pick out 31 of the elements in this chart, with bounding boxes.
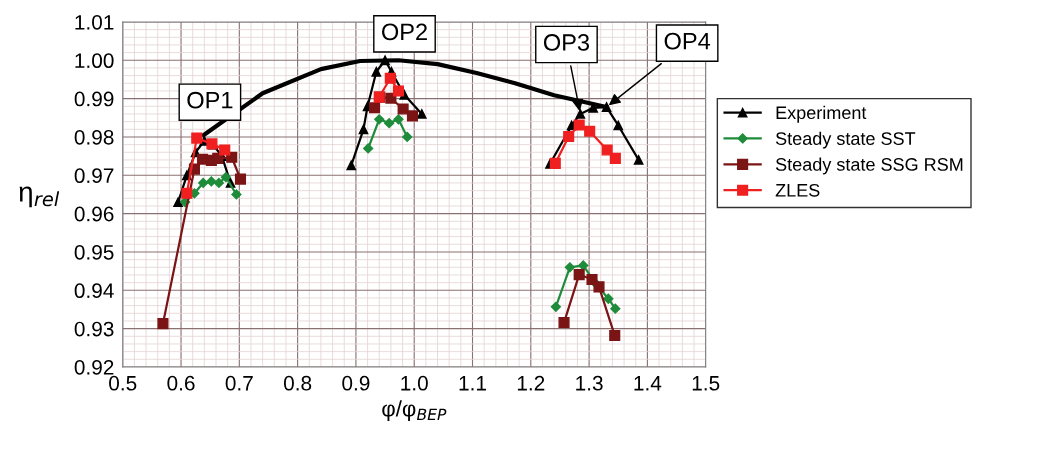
legend-label: Steady state SSG RSM	[775, 157, 963, 175]
y-tick-label: 0.94	[74, 283, 114, 299]
legend-label: Steady state SST	[775, 131, 916, 149]
y-tick-label: 0.97	[74, 168, 114, 184]
y-tick-label: 0.92	[74, 359, 114, 375]
y-tick-label: 1.01	[75, 14, 114, 30]
x-tick-label: 1.4	[634, 376, 662, 391]
annotation: OP4	[664, 32, 711, 50]
y-axis-title: η$_{rel}$	[19, 186, 60, 208]
y-tick-label: 1.00	[75, 53, 114, 69]
x-tick-label: 1.2	[517, 375, 545, 391]
x-tick-label: 0.6	[167, 375, 195, 391]
x-tick-label: 0.8	[283, 375, 312, 391]
x-tick-label: 1.1	[459, 376, 486, 391]
legend-label: Experiment	[776, 105, 867, 123]
x-tick-label: 1.3	[576, 375, 603, 391]
y-tick-label: 0.96	[74, 206, 114, 222]
annotation: OP2	[382, 23, 427, 41]
legend-label: ZLES	[775, 183, 820, 197]
x-tick-label: 0.5	[109, 375, 137, 391]
x-axis-title: φ/φ$_{BEP}$	[382, 400, 447, 421]
annotation: OP3	[543, 34, 590, 51]
y-tick-label: 0.95	[74, 244, 114, 260]
x-tick-label: 0.7	[225, 375, 253, 391]
x-tick-label: 0.9	[342, 375, 370, 391]
annotation: OP1	[187, 91, 233, 109]
y-tick-label: 0.99	[74, 91, 114, 107]
y-tick-label: 0.93	[74, 321, 114, 337]
x-tick-label: 1.5	[692, 376, 720, 391]
y-tick-label: 0.98	[74, 129, 114, 145]
x-tick-label: 1.0	[401, 375, 428, 391]
